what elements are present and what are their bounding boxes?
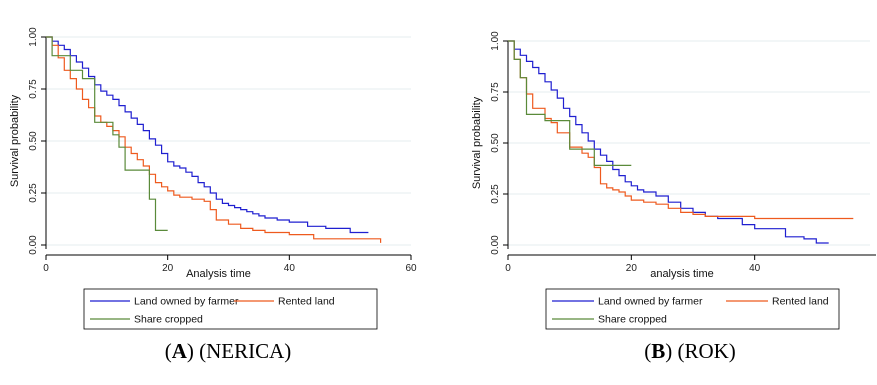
legend-entry: Land owned by farmer <box>552 296 703 308</box>
series-line-rented-land <box>46 36 382 243</box>
legend-label: Land owned by farmer <box>598 296 703 308</box>
legend-entry: Share cropped <box>90 314 203 326</box>
caption-letter: B <box>651 339 665 363</box>
legend-entry: Rented land <box>726 296 829 308</box>
y-tick-label: 0.75 <box>490 82 501 102</box>
y-tick-label: 0.75 <box>28 79 39 99</box>
x-tick-label: 20 <box>162 263 174 274</box>
y-tick-label: 0.25 <box>28 183 39 203</box>
y-tick-label: 0.50 <box>28 131 39 151</box>
legend-label: Rented land <box>772 296 829 308</box>
x-tick-label: 40 <box>284 263 296 274</box>
caption-text: ) (NERICA) <box>187 339 291 363</box>
caption-text: ) (ROK) <box>665 339 736 363</box>
legend-entry: Rented land <box>234 296 335 308</box>
legend-box <box>545 288 840 330</box>
y-tick-label: 1.00 <box>490 31 501 51</box>
legend: Land owned by farmer Rented land Share cro… <box>83 288 378 330</box>
x-axis-label: Analysis time <box>186 268 251 280</box>
chart-panel-b: 0 20 40 0.00 0.25 0.50 0.75 1.00 analysis time Su… <box>471 31 876 363</box>
x-axis-label: analysis time <box>650 268 714 280</box>
legend-entry: Share cropped <box>552 314 667 326</box>
y-tick-label: 0.50 <box>490 133 501 153</box>
legend-label: Land owned by farmer <box>134 296 239 308</box>
y-tick-label: 1.00 <box>28 27 39 47</box>
caption-paren: ( <box>644 339 651 363</box>
legend-entry: Land owned by farmer <box>90 296 239 308</box>
panel-caption: (A) (NERICA) <box>165 339 292 363</box>
chart-panel-a: 0 20 40 60 0.00 0.25 0.50 0.75 1.00 Analysis time… <box>9 27 417 363</box>
x-tick-label: 20 <box>626 263 638 274</box>
series-line-share-cropped <box>508 40 632 166</box>
legend-label: Share cropped <box>598 314 667 326</box>
y-axis-label: Survival probability <box>471 96 483 189</box>
legend-box <box>83 288 378 330</box>
legend: Land owned by farmer Rented land Share cro… <box>545 288 840 330</box>
y-tick-label: 0.00 <box>490 235 501 255</box>
legend-label: Share cropped <box>134 314 203 326</box>
series-line-land-owned-by-farmer <box>46 36 369 234</box>
x-tick-label: 40 <box>749 263 761 274</box>
y-axis-label: Survival probability <box>9 94 21 187</box>
x-tick-label: 0 <box>43 263 49 274</box>
x-tick-label: 60 <box>405 263 417 274</box>
caption-letter: A <box>172 339 188 363</box>
series-line-land-owned-by-farmer <box>508 40 829 244</box>
y-tick-label: 0.25 <box>490 184 501 204</box>
caption-paren: ( <box>165 339 172 363</box>
series-line-share-cropped <box>46 36 168 231</box>
y-tick-label: 0.00 <box>28 235 39 255</box>
legend-label: Rented land <box>278 296 335 308</box>
panel-caption: (B) (ROK) <box>644 339 736 363</box>
series-line-rented-land <box>508 40 854 220</box>
x-tick-label: 0 <box>505 263 511 274</box>
